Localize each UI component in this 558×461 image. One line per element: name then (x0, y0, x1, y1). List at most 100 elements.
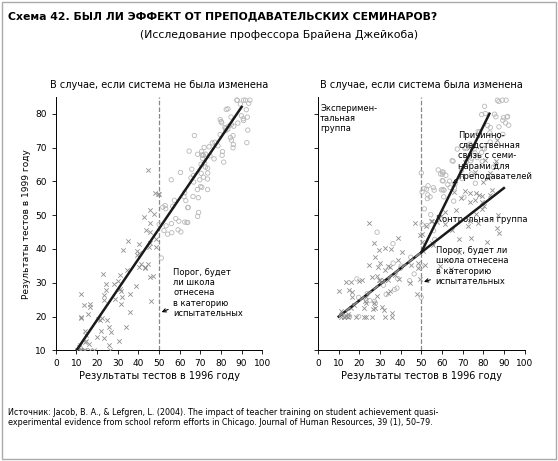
Point (181, 197, 190, 204)
Point (373, 292, 382, 299)
Point (461, 187, 470, 195)
Point (183, 219, 192, 226)
Point (498, 117, 507, 124)
Point (348, 289, 357, 296)
Point (440, 208, 449, 215)
Point (381, 313, 389, 320)
Point (486, 124, 495, 131)
Point (210, 139, 219, 146)
Point (417, 294, 426, 301)
Point (132, 252, 141, 259)
Point (483, 239, 492, 246)
Point (462, 158, 471, 165)
Point (370, 253, 379, 260)
Point (195, 176, 204, 183)
Text: Эксперимен-
тальная
группа: Эксперимен- тальная группа (320, 104, 377, 133)
Point (393, 275, 402, 282)
Point (337, 307, 346, 315)
Point (135, 249, 144, 257)
Point (360, 313, 369, 320)
Point (196, 183, 205, 190)
Point (198, 151, 206, 159)
Point (373, 229, 382, 236)
Point (427, 217, 436, 225)
Point (427, 240, 436, 247)
Point (422, 222, 431, 229)
Point (194, 209, 203, 216)
Point (160, 227, 169, 234)
Point (132, 247, 141, 254)
Point (114, 278, 123, 285)
Point (203, 165, 212, 172)
Point (351, 313, 360, 320)
Point (199, 151, 208, 159)
Point (80, 338, 89, 345)
Point (449, 188, 458, 195)
Point (466, 198, 475, 205)
Point (360, 297, 369, 305)
Point (75, 343, 84, 350)
Point (465, 217, 474, 225)
Point (237, 112, 246, 119)
Point (458, 175, 466, 182)
Point (185, 148, 194, 155)
Point (362, 313, 371, 320)
Point (364, 261, 373, 269)
Point (464, 222, 473, 229)
Point (219, 159, 228, 166)
Point (236, 100, 245, 108)
Point (440, 187, 449, 194)
Point (85, 300, 94, 307)
Point (193, 151, 202, 158)
Point (117, 301, 126, 308)
Point (341, 313, 350, 320)
Point (429, 241, 437, 248)
Point (478, 179, 487, 186)
Point (246, 96, 254, 104)
Point (344, 311, 353, 318)
Point (410, 219, 419, 226)
Point (102, 280, 110, 288)
Point (84, 340, 93, 348)
Point (439, 168, 448, 176)
Point (205, 143, 214, 150)
Point (386, 287, 395, 294)
Point (170, 197, 179, 204)
Point (233, 119, 242, 127)
Point (124, 238, 133, 245)
Point (229, 132, 238, 139)
Point (169, 203, 177, 210)
Point (242, 106, 251, 113)
Text: Порог, будет ли
школа отнесена
в категорию
испытательных: Порог, будет ли школа отнесена в категор… (425, 246, 508, 286)
Point (439, 186, 448, 193)
Point (146, 219, 155, 226)
Point (239, 115, 248, 123)
Point (227, 121, 236, 128)
Point (456, 195, 465, 202)
Point (214, 142, 223, 149)
Point (93, 315, 102, 323)
Point (200, 144, 209, 151)
Point (438, 168, 447, 176)
Text: Результаты тестов в 1996 году: Результаты тестов в 1996 году (341, 371, 502, 381)
Point (467, 170, 476, 177)
Point (241, 96, 250, 104)
Point (438, 171, 447, 178)
Point (116, 271, 124, 278)
Point (434, 166, 442, 174)
Text: В случае, если система не была изменена: В случае, если система не была изменена (50, 80, 268, 90)
Point (493, 136, 502, 143)
Point (189, 193, 198, 200)
Point (199, 173, 208, 181)
Point (474, 219, 483, 226)
Point (365, 297, 374, 304)
Point (80, 347, 89, 354)
Point (220, 124, 229, 131)
Point (217, 119, 226, 126)
Point (182, 219, 191, 226)
Point (484, 174, 493, 181)
Point (152, 243, 161, 251)
Point (186, 174, 195, 182)
Point (377, 303, 386, 311)
Point (155, 191, 163, 198)
